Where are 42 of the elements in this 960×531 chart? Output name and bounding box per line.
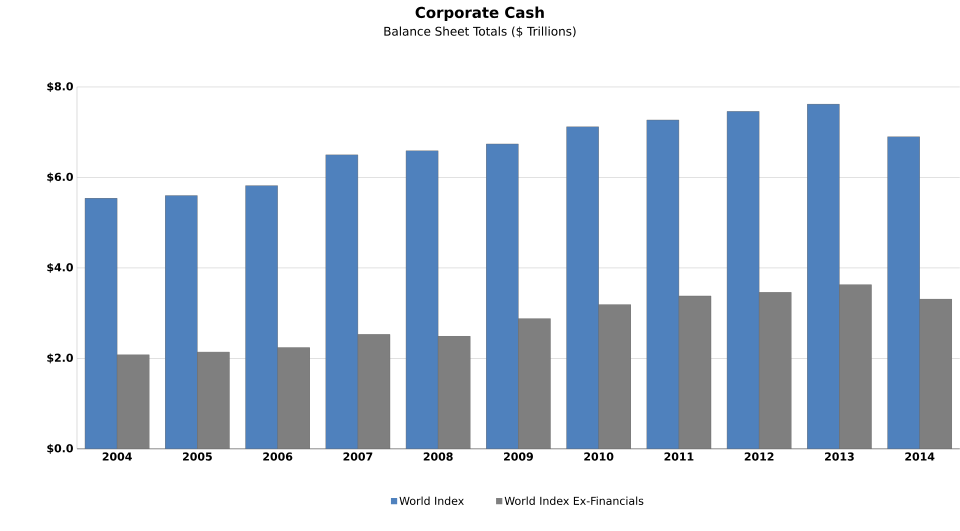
bar [518, 318, 551, 449]
bar [165, 195, 198, 449]
bar [919, 299, 952, 449]
bar [277, 347, 310, 449]
bar [807, 104, 840, 449]
bar [406, 150, 438, 449]
bar [358, 334, 390, 449]
bar [758, 292, 792, 449]
bar [678, 296, 712, 449]
chart-title: Corporate Cash [416, 6, 544, 22]
bar [486, 144, 519, 449]
bar [326, 154, 358, 449]
bar [646, 120, 680, 449]
x-tick-label: 2006 [263, 452, 292, 461]
y-tick-label: $8.0 [47, 82, 73, 92]
bar [839, 284, 872, 449]
bar [197, 352, 230, 449]
bar [726, 111, 760, 449]
x-tick-label: 2011 [664, 452, 694, 461]
y-tick-label: $6.0 [47, 172, 73, 182]
x-tick-label: 2013 [825, 452, 854, 461]
bar [566, 126, 599, 449]
legend-label: World Index [400, 496, 464, 506]
x-tick-label: 2005 [182, 452, 212, 461]
bar [116, 354, 150, 449]
legend-label: World Index Ex-Financials [504, 496, 644, 506]
bar [438, 336, 470, 449]
y-tick-label: $0.0 [47, 444, 73, 454]
x-tick-label: 2014 [905, 452, 934, 461]
bar [84, 198, 118, 449]
y-tick-label: $4.0 [47, 263, 73, 273]
x-tick-label: 2009 [504, 452, 533, 461]
x-tick-label: 2012 [744, 452, 774, 461]
bar [598, 304, 631, 449]
chart-subtitle: Balance Sheet Totals ($ Trillions) [384, 26, 576, 38]
bar [887, 136, 920, 449]
x-tick-label: 2010 [584, 452, 614, 461]
x-tick-label: 2008 [424, 452, 453, 461]
bar [245, 185, 278, 449]
x-tick-label: 2007 [344, 452, 372, 461]
y-tick-label: $2.0 [47, 354, 73, 364]
x-tick-label: 2004 [102, 452, 132, 461]
